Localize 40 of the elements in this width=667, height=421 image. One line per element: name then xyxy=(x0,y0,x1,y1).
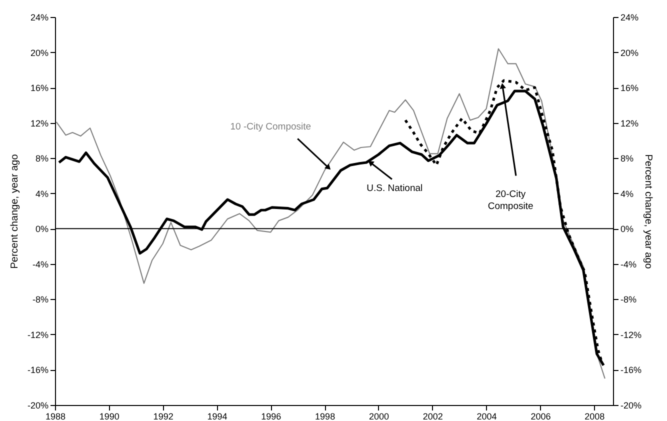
x-tick-label: 1996 xyxy=(261,412,282,421)
x-tick-label: 2008 xyxy=(584,412,605,421)
y2-tick-label: 4% xyxy=(620,188,634,199)
x-tick-label: 1992 xyxy=(153,412,174,421)
y2-tick-label: -4% xyxy=(620,259,637,270)
x-tick-label: 2004 xyxy=(476,412,497,421)
y2-tick-label: -20% xyxy=(620,400,642,410)
y2-tick-label: 24% xyxy=(620,12,639,22)
x-tick-label: 1988 xyxy=(45,412,66,421)
y-tick-label: -4% xyxy=(32,259,48,270)
y-tick-label: 20% xyxy=(30,48,48,58)
y2-tick-label: 0% xyxy=(620,224,634,234)
y2-tick-label: -8% xyxy=(620,294,637,305)
y-tick-label: 4% xyxy=(35,188,48,199)
y-tick-label: 24% xyxy=(30,12,48,22)
y-tick-label: -16% xyxy=(27,365,48,376)
y-tick-label: -20% xyxy=(27,400,48,410)
x-tick-label: 2002 xyxy=(422,412,443,421)
y-axis-title: Percent change, year ago xyxy=(9,154,20,269)
y2-tick-label: 8% xyxy=(620,154,634,164)
y-tick-label: 0% xyxy=(35,224,48,234)
x-tick-label: 1998 xyxy=(315,412,336,421)
y-tick-label: -12% xyxy=(27,330,48,340)
x-tick-label: 1994 xyxy=(207,412,228,421)
y-tick-label: -8% xyxy=(32,294,48,305)
y-tick-label: 8% xyxy=(35,154,48,164)
y2-tick-label: 20% xyxy=(620,48,639,58)
x-tick-label: 2006 xyxy=(530,412,551,421)
text: 10 -City Composite xyxy=(230,121,312,132)
y2-tick-label: 16% xyxy=(620,83,639,94)
y2-tick-label: 12% xyxy=(620,118,639,128)
x-tick-label: 2000 xyxy=(368,412,389,421)
y-tick-label: 12% xyxy=(30,118,48,128)
y2-tick-label: -16% xyxy=(620,365,642,376)
y2-tick-label: -12% xyxy=(620,330,642,340)
x-tick-label: 1990 xyxy=(99,412,120,421)
text: 20-City Composite xyxy=(488,189,534,212)
y2-axis-title: Percent change, year ago xyxy=(642,154,654,270)
y-tick-label: 16% xyxy=(30,83,48,94)
legend-label: U.S. National xyxy=(366,183,423,194)
